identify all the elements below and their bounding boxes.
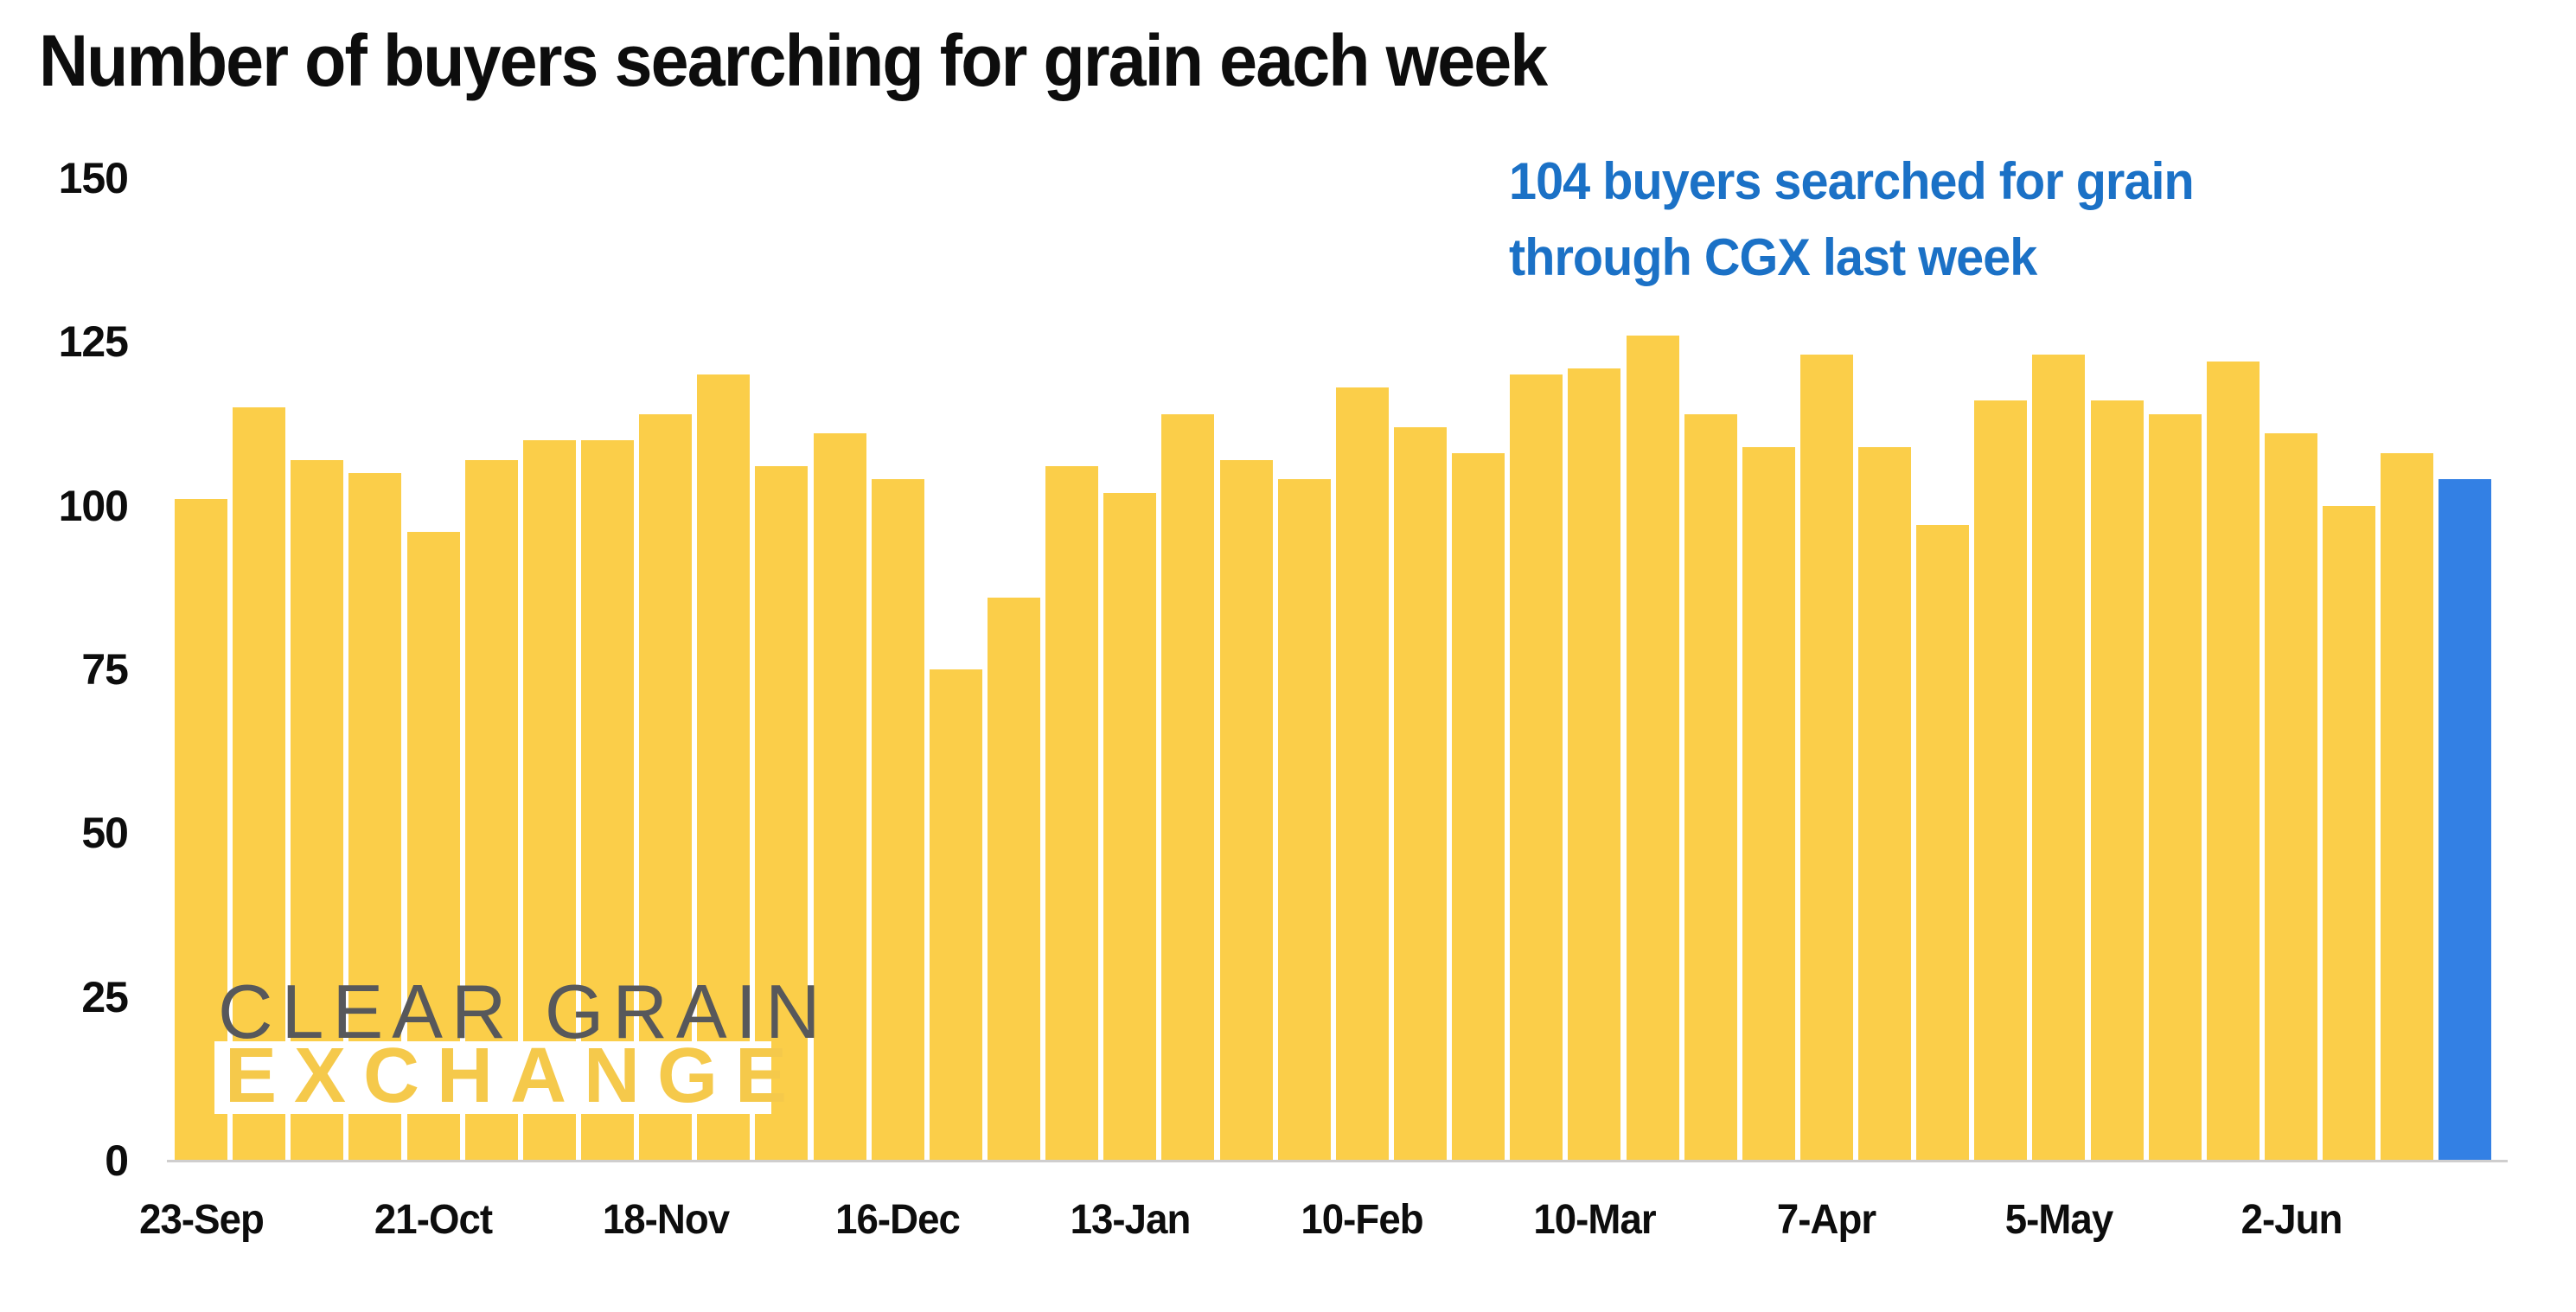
bar [1858,446,1912,1161]
bar [929,669,982,1161]
watermark-exchange-band: EXCHANGE [214,1037,787,1115]
x-tick-label: 16-Dec [835,1197,961,1243]
y-tick-label: 150 [58,154,129,202]
bar [639,413,693,1161]
watermark-clear-grain: CLEAR GRAIN [218,969,829,1054]
bar [2381,453,2434,1161]
bar-last-week-highlight [2439,479,2492,1161]
bar [697,374,751,1161]
x-tick-label: 23-Sep [138,1197,265,1243]
x-axis-baseline [167,1160,2508,1162]
y-tick-label: 25 [81,972,129,1021]
annotation-line-1: 104 buyers searched for grain [1509,152,2195,210]
bar [1799,355,1853,1161]
bar [987,597,1040,1161]
x-tick-label: 10-Mar [1533,1197,1656,1243]
y-tick-label: 75 [81,645,129,694]
x-tick-label: 7-Apr [1777,1197,1876,1243]
bar [1161,413,1215,1161]
bar [1916,525,1970,1161]
bar [2265,433,2318,1161]
bar [1684,413,1737,1161]
x-tick-label: 10-Feb [1301,1197,1424,1243]
bar [1626,335,1679,1161]
bar [1742,446,1795,1161]
bar [1568,368,1621,1161]
bar [580,439,634,1161]
bar [2148,413,2202,1161]
x-tick-label: 13-Jan [1070,1197,1191,1243]
bar [1510,374,1563,1161]
bar [233,407,286,1161]
bar [2206,362,2260,1161]
bar [1335,387,1389,1161]
bar [1393,426,1447,1161]
bar [1277,479,1331,1161]
bar [2032,355,2086,1161]
bar [1452,453,1505,1161]
annotation: 104 buyers searched for grain through CG… [1509,144,2195,296]
bar [871,479,924,1161]
bar [2090,400,2144,1161]
y-tick-label: 50 [81,809,129,858]
annotation-line-2: through CGX last week [1509,228,2037,286]
y-tick-label: 100 [58,481,129,530]
bar [2323,505,2376,1161]
y-tick-label: 0 [105,1136,129,1185]
bar [813,433,866,1161]
y-tick-label: 125 [58,317,129,367]
chart-title: Number of buyers searching for grain eac… [39,20,1548,101]
x-tick-label: 2-Jun [2240,1197,2343,1243]
x-tick-label: 5-May [2004,1197,2113,1243]
watermark-exchange: EXCHANGE [225,1033,805,1119]
bar [522,439,576,1161]
x-tick-label: 18-Nov [602,1197,729,1243]
bar [1103,492,1157,1161]
x-tick-label: 21-Oct [374,1197,493,1243]
bar [1974,400,2028,1161]
bar [1219,459,1273,1161]
bar [1045,466,1099,1161]
